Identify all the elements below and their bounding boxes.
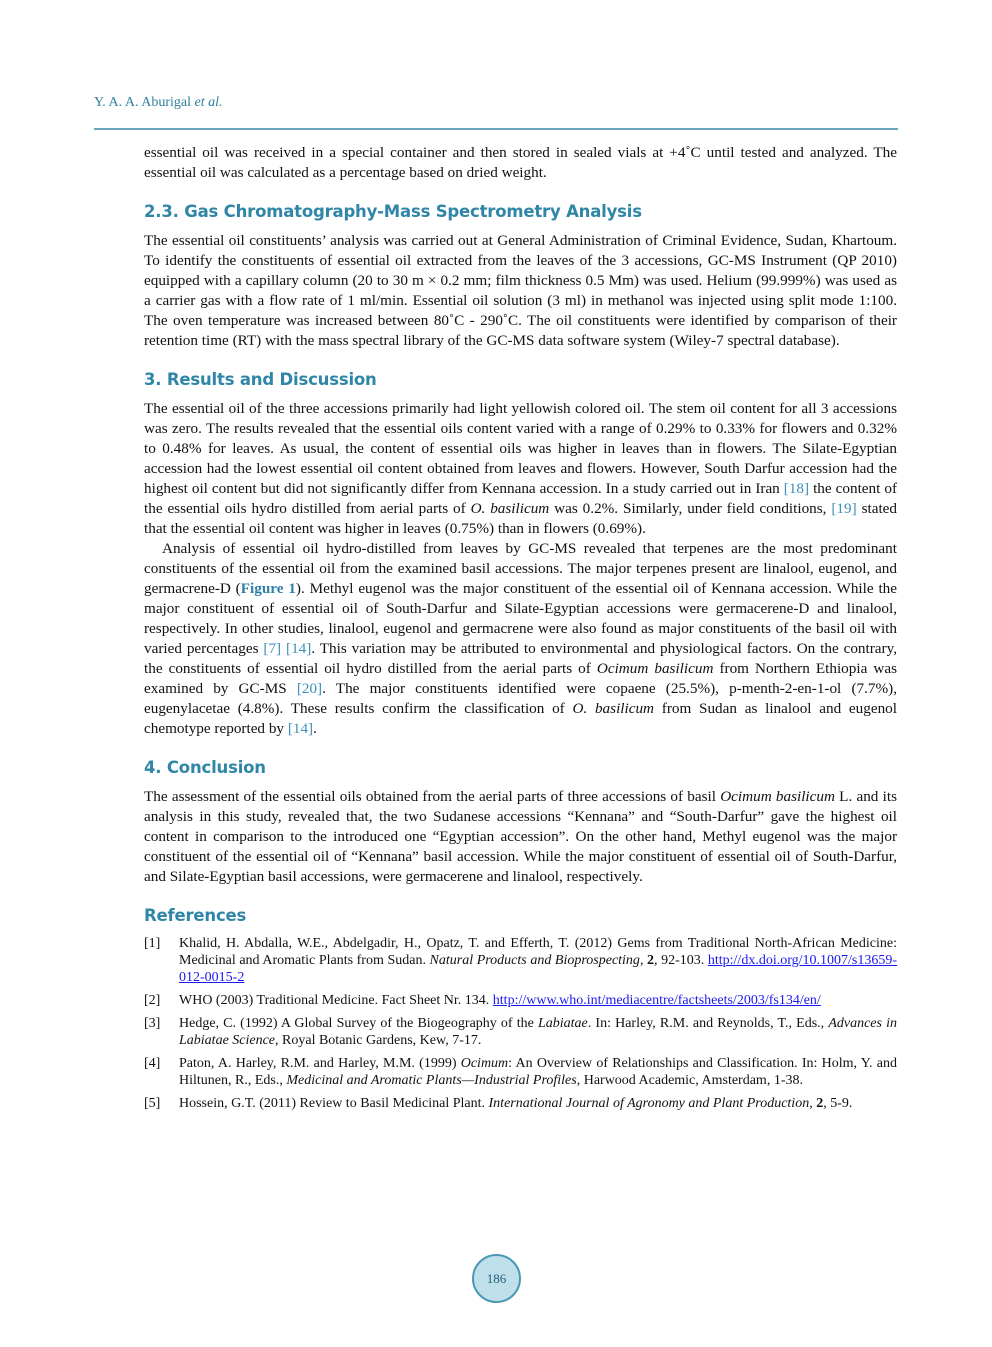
- text-run: The assessment of the essential oils obt…: [144, 788, 721, 805]
- reference-item: [1] Khalid, H. Abdalla, W.E., Abdelgadir,…: [144, 935, 897, 986]
- page-number-badge: 186: [472, 1254, 521, 1303]
- paragraph: The essential oil of the three accession…: [144, 399, 897, 539]
- text-run: L. and its analysis in this study, revea…: [144, 788, 897, 885]
- reference-item: [4] Paton, A. Harley, R.M. and Harley, M.…: [144, 1055, 897, 1089]
- reference-text: Hossein, G.T. (2011) Review to Basil Med…: [179, 1095, 897, 1112]
- text-run: Hossein, G.T. (2011) Review to Basil Med…: [179, 1096, 489, 1111]
- running-header-etal: et al.: [194, 95, 223, 110]
- page-number: 186: [486, 1270, 507, 1286]
- citation-link[interactable]: [7]: [263, 640, 282, 657]
- text-run: from Sudan as linalool and eugenol chemo…: [144, 700, 897, 737]
- italic-text: Ocimum basilicum: [596, 660, 714, 677]
- paragraph: The assessment of the essential oils obt…: [144, 787, 897, 887]
- text-run: stated that the essential oil content wa…: [144, 500, 897, 537]
- reference-item: [5] Hossein, G.T. (2011) Review to Basil …: [144, 1095, 897, 1112]
- text-run: . The major constituents identified were…: [144, 680, 897, 717]
- text-run: Khalid, H. Abdalla, W.E., Abdelgadir, H.…: [179, 936, 897, 968]
- text-run: the content of the essential oils hydro …: [144, 480, 897, 517]
- text-run: Analysis of essential oil hydro-distille…: [144, 540, 897, 597]
- italic-text: Natural Products and Bioprospecting: [429, 953, 640, 968]
- text-run: , 5-9.: [823, 1096, 853, 1111]
- reference-number: [4]: [144, 1056, 161, 1071]
- section-heading: 3. Results and Discussion: [144, 370, 377, 389]
- text-run: from Northern Ethiopia was examined by G…: [144, 660, 897, 697]
- text-run: ,: [639, 953, 648, 968]
- references-heading: References: [144, 906, 247, 925]
- header-rule: [94, 128, 898, 130]
- citation-link[interactable]: [19]: [831, 500, 857, 517]
- reference-number: [3]: [144, 1016, 161, 1031]
- italic-text: Labiatae: [537, 1016, 588, 1031]
- reference-link[interactable]: http://dx.doi.org/10.1007/s13659-012-001…: [179, 953, 898, 985]
- text-run: , Harwood Academic, Amsterdam, 1-38.: [576, 1073, 803, 1088]
- text-run: The essential oil constituents’ analysis…: [144, 232, 897, 349]
- reference-text: Hedge, C. (1992) A Global Survey of the …: [179, 1015, 897, 1049]
- citation-link[interactable]: [18]: [783, 480, 810, 497]
- text-run: The essential oil of the three accession…: [144, 400, 897, 497]
- italic-text: Ocimum basilicum: [720, 788, 835, 805]
- italic-text: O. basilicum: [572, 700, 655, 717]
- reference-text: Khalid, H. Abdalla, W.E., Abdelgadir, H.…: [179, 935, 897, 986]
- text-run: WHO (2003) Traditional Medicine. Fact Sh…: [179, 993, 493, 1008]
- italic-text: International Journal of Agronomy and Pl…: [488, 1096, 810, 1111]
- figure-link[interactable]: Figure 1: [240, 580, 296, 597]
- text-run: , 92-103.: [654, 953, 708, 968]
- italic-text: Ocimum: [460, 1056, 509, 1071]
- text-run: ,: [809, 1096, 817, 1111]
- running-header-author: Y. A. A. Aburigal: [94, 95, 191, 110]
- reference-list: [1] Khalid, H. Abdalla, W.E., Abdelgadir,…: [144, 935, 897, 1112]
- text-run: : An Overview of Relationships and Class…: [179, 1056, 898, 1088]
- bold-text: 2: [816, 1096, 824, 1111]
- reference-number: [1]: [144, 936, 161, 951]
- reference-link[interactable]: http://www.who.int/mediacentre/factsheet…: [492, 993, 821, 1008]
- text-run: ). Methyl eugenol was the major constitu…: [144, 580, 897, 657]
- section-heading: 2.3. Gas Chromatography-Mass Spectrometr…: [144, 202, 642, 221]
- reference-item: [2] WHO (2003) Traditional Medicine. Fact…: [144, 992, 897, 1009]
- reference-item: [3] Hedge, C. (1992) A Global Survey of t…: [144, 1015, 897, 1049]
- text-run: , Royal Botanic Gardens, Kew, 7-17.: [275, 1033, 482, 1048]
- text-run: was 0.2%. Similarly, under field conditi…: [549, 500, 832, 517]
- text-run: .: [313, 720, 317, 737]
- text-run: . In: Harley, R.M. and Reynolds, T., Eds…: [587, 1016, 829, 1031]
- reference-text: Paton, A. Harley, R.M. and Harley, M.M. …: [179, 1055, 897, 1089]
- text-run: . This variation may be attributed to en…: [144, 640, 898, 677]
- text-run: Hedge, C. (1992) A Global Survey of the …: [179, 1016, 538, 1031]
- reference-number: [2]: [144, 993, 161, 1008]
- bold-text: 2: [647, 953, 655, 968]
- intro-paragraph: essential oil was received in a special …: [144, 143, 897, 183]
- citation-link[interactable]: [14]: [287, 720, 314, 737]
- italic-text: Medicinal and Aromatic Plants—Industrial…: [286, 1073, 577, 1088]
- section-heading: 4. Conclusion: [144, 758, 266, 777]
- paragraph: The essential oil constituents’ analysis…: [144, 231, 897, 351]
- italic-text: Advances in Labiatae Science: [179, 1016, 897, 1048]
- citation-link[interactable]: [20]: [296, 680, 323, 697]
- text-run: Paton, A. Harley, R.M. and Harley, M.M. …: [179, 1056, 461, 1071]
- citation-link[interactable]: [14]: [286, 640, 312, 657]
- reference-number: [5]: [144, 1096, 161, 1111]
- reference-text: WHO (2003) Traditional Medicine. Fact Sh…: [179, 992, 897, 1009]
- paragraph: Analysis of essential oil hydro-distille…: [144, 539, 897, 739]
- article-body: essential oil was received in a special …: [144, 143, 897, 1118]
- italic-text: O. basilicum: [470, 500, 550, 517]
- text-run: essential oil was received in a special …: [144, 144, 897, 181]
- running-header: Y. A. A. Aburigal et al.: [94, 95, 222, 111]
